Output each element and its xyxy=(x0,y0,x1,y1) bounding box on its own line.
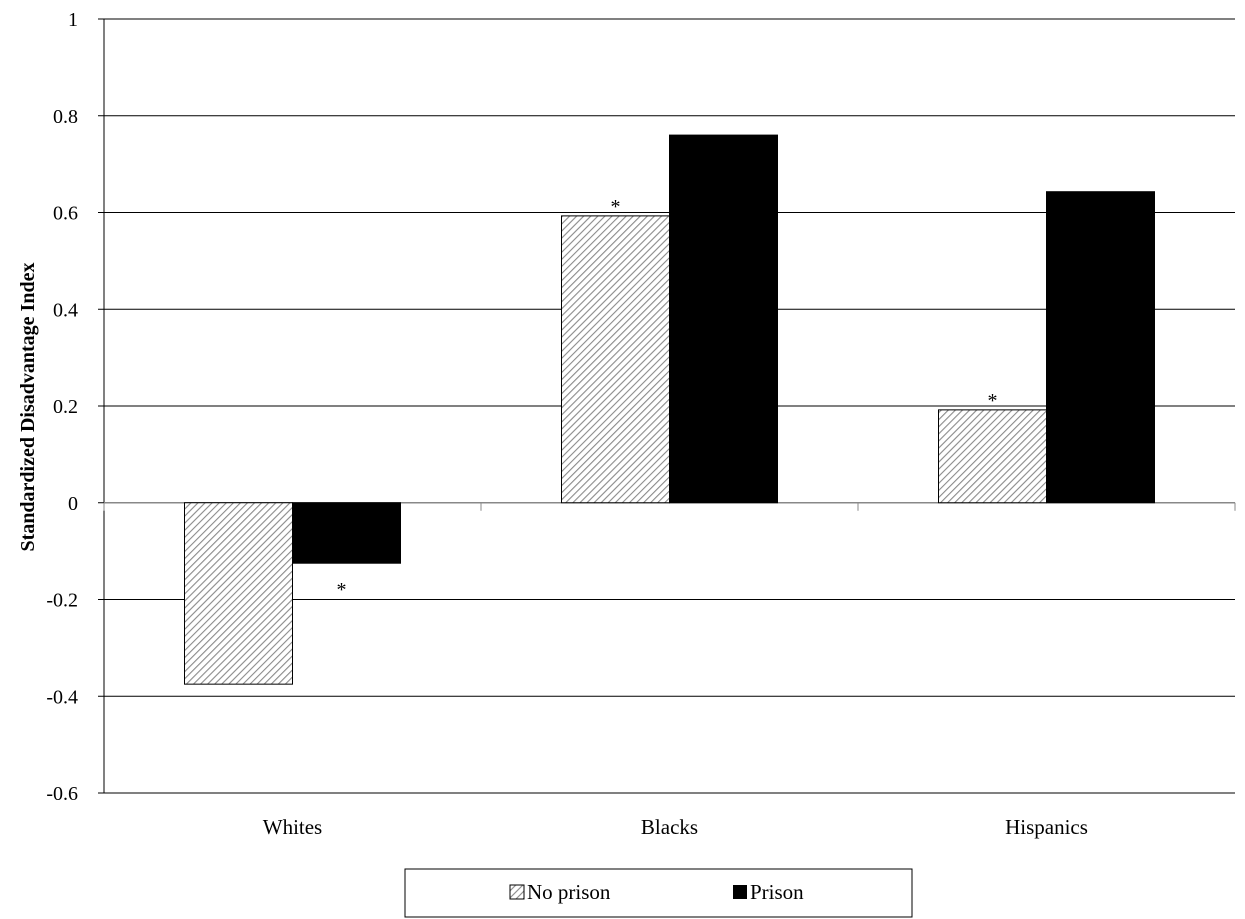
legend-swatch-prison xyxy=(733,885,747,899)
legend-swatch-no-prison xyxy=(509,884,525,900)
x-category-label: Blacks xyxy=(641,815,698,839)
legend-box xyxy=(404,868,913,918)
bar-no-prison-hispanics xyxy=(938,409,1047,504)
significance-marker: * xyxy=(988,390,998,412)
bar-prison-blacks xyxy=(669,134,778,504)
y-tick-label: 1 xyxy=(68,9,78,31)
significance-marker: * xyxy=(337,579,347,601)
y-tick-label: 0.6 xyxy=(53,203,78,225)
x-category-label: Hispanics xyxy=(1005,815,1088,839)
bar-prison-hispanics xyxy=(1046,191,1155,504)
significance-marker: * xyxy=(611,196,621,218)
bars xyxy=(184,134,1155,685)
y-tick-label: 0.2 xyxy=(53,396,78,418)
y-axis-title: Standardized Disadvantage Index xyxy=(17,263,39,552)
legend-label-no-prison: No prison xyxy=(527,880,611,904)
x-category-label: Whites xyxy=(263,815,322,839)
y-tick-label: -0.6 xyxy=(46,783,78,805)
bar-no-prison-blacks xyxy=(561,215,670,504)
labels: -0.6 -0.4 -0.2 0 0.2 0.4 0.6 0.8 1 Whites Blacks Hi… xyxy=(46,9,1088,839)
y-tick-label: 0.8 xyxy=(53,106,78,128)
bar-no-prison-whites xyxy=(184,502,293,685)
y-tick-label: 0 xyxy=(68,493,78,515)
y-tick-label: 0.4 xyxy=(53,299,78,321)
y-tick-label: -0.2 xyxy=(46,590,78,612)
y-tick-label: -0.4 xyxy=(46,686,78,708)
legend-label-prison: Prison xyxy=(750,880,804,904)
bar-prison-whites xyxy=(292,502,401,564)
legend: No prison Prison xyxy=(404,868,913,918)
